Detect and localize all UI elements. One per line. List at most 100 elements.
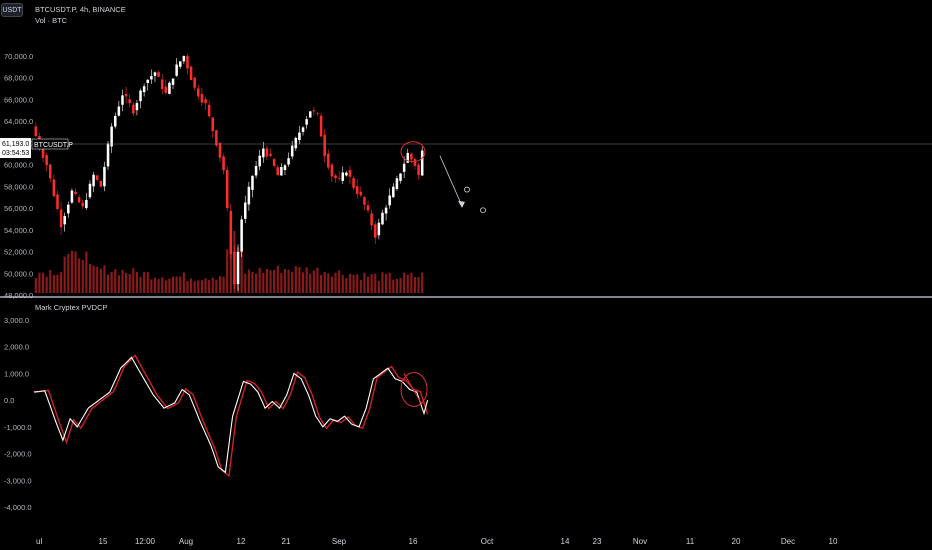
volume-bar (114, 269, 117, 293)
x-tick-label: 15 (99, 537, 108, 546)
indicator-signal-line (34, 354, 429, 478)
x-tick-label: 14 (561, 537, 570, 546)
x-tick-label: 20 (732, 537, 741, 546)
volume-bar (190, 278, 193, 293)
volume-bar (63, 256, 66, 293)
volume-bar (363, 272, 366, 293)
candle-body (363, 197, 366, 205)
candle-body (319, 115, 323, 137)
candle-body (301, 127, 305, 132)
volume-bar (366, 276, 370, 293)
indicator-tick-label: -4,000.0 (4, 503, 32, 512)
candle-body (290, 145, 294, 157)
candle-body (417, 164, 420, 175)
volume-bar (410, 272, 413, 293)
candle-body (236, 251, 240, 285)
volume-bar (121, 269, 124, 293)
candle-body (413, 159, 417, 166)
candle-body (186, 55, 189, 69)
indicator-tick-label: 3,000.0 (4, 316, 29, 325)
candle-body (45, 155, 48, 166)
volume-bar (128, 274, 131, 293)
volume-bar (96, 266, 99, 293)
x-tick-label: Oct (481, 537, 494, 546)
price-tick-label: 48,000.0 (4, 291, 33, 300)
volume-bar (247, 269, 250, 293)
candle-body (287, 158, 290, 165)
candle-body (327, 153, 330, 168)
x-tick-label: Sep (332, 537, 347, 546)
candle-body (251, 175, 254, 190)
volume-bar (352, 274, 355, 293)
candle-body (218, 142, 222, 158)
candle-body (348, 170, 352, 177)
volume-bar (171, 276, 175, 293)
candle-body (157, 72, 160, 77)
candle-body (330, 164, 334, 177)
volume-bar (222, 276, 225, 293)
x-tick-label: 12 (237, 537, 246, 546)
volume-bar (356, 274, 359, 293)
volume-bar (244, 273, 247, 293)
indicator-lines (33, 354, 429, 478)
volume-bar (345, 278, 348, 293)
candle-body (388, 195, 391, 206)
volume-bar (255, 273, 258, 293)
volume-bar (153, 277, 157, 293)
volume-bar (125, 272, 128, 293)
volume-bar (323, 271, 326, 293)
candle-body (99, 180, 103, 187)
price-tag-countdown: 03:54:53 (2, 150, 29, 157)
indicator-title: Mark Cryptex PVDCP (35, 303, 108, 312)
volume-bar (38, 272, 41, 293)
indicator-main-line (33, 356, 429, 474)
indicator-tick-label: -3,000.0 (4, 476, 32, 485)
candle-body (63, 215, 66, 225)
candle-body (420, 150, 424, 176)
volume-bar (52, 274, 55, 293)
x-tick-label: 11 (686, 537, 695, 546)
volume-bar (385, 273, 388, 293)
volume-bar (301, 272, 305, 293)
volume-bar (265, 268, 268, 293)
price-tag: 61,193.0 03:54:53 BTCUSDT.P (0, 138, 73, 158)
candle-body (352, 178, 355, 188)
volume-bar (56, 274, 59, 293)
candle-body (225, 170, 229, 209)
candle-body (283, 165, 287, 170)
candle-body (406, 152, 410, 163)
price-tick-label: 50,000.0 (4, 269, 33, 278)
target-marker (464, 186, 470, 193)
candle-body (88, 183, 92, 198)
symbol-title: BTCUSDT.P, 4h, BINANCE (35, 5, 126, 14)
volume-bar (132, 267, 135, 293)
volume-bar (370, 274, 373, 293)
candle-body (243, 202, 247, 219)
volume-bar (341, 274, 344, 293)
volume-bar (88, 264, 92, 293)
price-tag-symbol: BTCUSDT.P (34, 142, 73, 149)
volume-bar (283, 269, 287, 293)
candle-body (182, 55, 186, 62)
volume-bar (374, 273, 377, 293)
candle-body (272, 159, 276, 167)
candle-body (77, 197, 81, 203)
candle-body (265, 148, 269, 157)
volume-bar (395, 278, 398, 293)
candle-body (95, 175, 99, 180)
candle-body (337, 178, 341, 179)
candle-body (233, 251, 236, 285)
volume-bars (34, 231, 424, 293)
volume-bar (251, 271, 254, 293)
candle-body (135, 103, 139, 111)
x-tick-label: 16 (409, 537, 418, 546)
volume-bar (305, 267, 308, 293)
price-y-axis: 70,000.068,000.066,000.064,000.062,000.0… (4, 52, 33, 300)
candle-body (355, 186, 359, 194)
candle-body (67, 204, 70, 214)
target-marker (480, 207, 486, 214)
price-tick-label: 66,000.0 (4, 95, 33, 104)
candle-body (258, 155, 261, 167)
volume-bar (143, 271, 146, 293)
currency-button[interactable]: USDT (1, 3, 23, 17)
